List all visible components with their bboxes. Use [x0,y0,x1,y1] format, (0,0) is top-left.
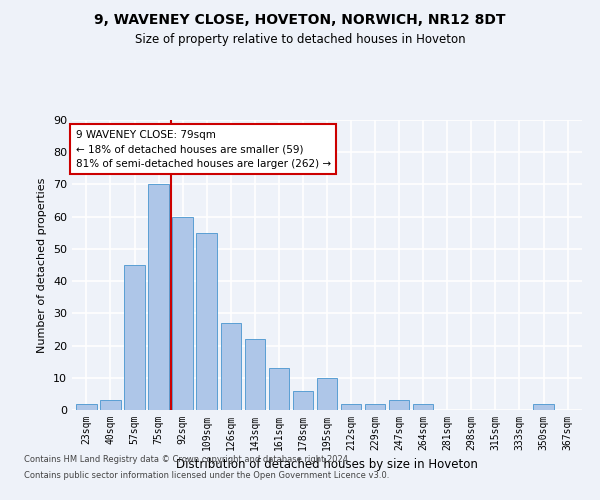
Bar [148,184,169,410]
Bar [196,233,217,410]
Bar [76,404,97,410]
Bar [533,404,554,410]
Bar [293,390,313,410]
Bar [413,404,433,410]
X-axis label: Distribution of detached houses by size in Hoveton: Distribution of detached houses by size … [176,458,478,471]
Bar [389,400,409,410]
Text: 9 WAVENEY CLOSE: 79sqm
← 18% of detached houses are smaller (59)
81% of semi-det: 9 WAVENEY CLOSE: 79sqm ← 18% of detached… [76,130,331,170]
Bar [124,265,145,410]
Bar [221,323,241,410]
Text: Contains public sector information licensed under the Open Government Licence v3: Contains public sector information licen… [24,470,389,480]
Text: Size of property relative to detached houses in Hoveton: Size of property relative to detached ho… [134,32,466,46]
Text: Contains HM Land Registry data © Crown copyright and database right 2024.: Contains HM Land Registry data © Crown c… [24,456,350,464]
Bar [100,400,121,410]
Text: 9, WAVENEY CLOSE, HOVETON, NORWICH, NR12 8DT: 9, WAVENEY CLOSE, HOVETON, NORWICH, NR12… [94,12,506,26]
Bar [365,404,385,410]
Bar [172,216,193,410]
Y-axis label: Number of detached properties: Number of detached properties [37,178,47,352]
Bar [269,368,289,410]
Bar [341,404,361,410]
Bar [317,378,337,410]
Bar [245,339,265,410]
